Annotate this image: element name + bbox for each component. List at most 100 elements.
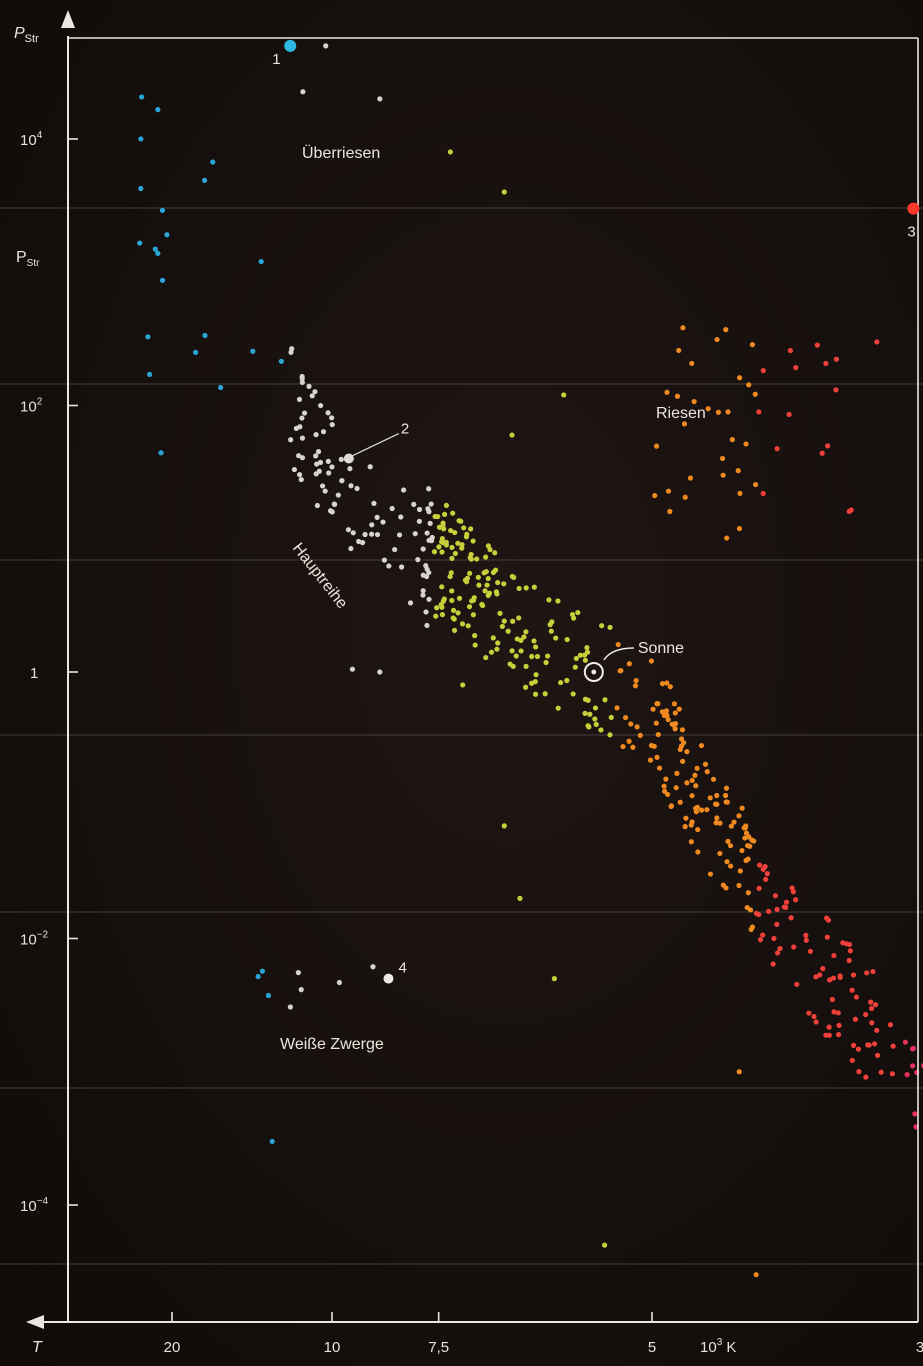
star-point xyxy=(316,468,322,474)
star-point xyxy=(692,772,698,778)
star-point xyxy=(386,563,392,569)
star-point xyxy=(495,579,501,586)
star-point xyxy=(392,546,398,553)
star-point xyxy=(846,957,852,964)
star-point xyxy=(396,532,403,538)
star-point xyxy=(531,638,537,644)
star-point xyxy=(521,634,527,640)
star-point xyxy=(299,415,305,421)
star-point xyxy=(677,746,683,753)
star-point xyxy=(720,472,726,478)
star-point xyxy=(558,679,564,686)
star-point xyxy=(698,742,705,749)
star-point xyxy=(850,972,857,978)
y-tick-label: 104 xyxy=(20,130,43,149)
star-point xyxy=(299,435,306,441)
star-point xyxy=(306,383,312,389)
star-point xyxy=(840,940,846,946)
star-point xyxy=(719,455,726,462)
star-point xyxy=(398,564,405,570)
star-point xyxy=(622,714,629,721)
star-point xyxy=(852,1016,859,1022)
star-point xyxy=(450,615,456,621)
star-point xyxy=(469,598,475,604)
star-point xyxy=(772,893,779,899)
x-tick-label: 20 xyxy=(164,1339,181,1356)
star-point xyxy=(329,415,335,421)
star-point xyxy=(533,672,539,678)
star-point xyxy=(570,691,576,697)
star-point xyxy=(831,952,837,959)
star-point xyxy=(314,461,320,467)
star-point xyxy=(728,863,734,869)
sun-ring xyxy=(583,662,604,682)
x-axis-unit: 103 K xyxy=(700,1337,736,1356)
star-point xyxy=(593,721,599,727)
star-point xyxy=(811,1013,817,1020)
star-point xyxy=(868,999,874,1005)
star-point xyxy=(517,895,523,901)
star-point xyxy=(833,356,840,362)
star-point xyxy=(820,966,826,972)
star-point xyxy=(546,597,552,603)
star-point xyxy=(492,567,499,573)
star-point xyxy=(793,897,799,903)
star-point xyxy=(449,544,455,551)
star-point xyxy=(714,815,720,821)
star-point xyxy=(505,628,511,634)
star-point xyxy=(760,932,766,938)
star-point xyxy=(555,705,561,711)
star-point xyxy=(760,368,766,374)
star-point xyxy=(309,393,315,399)
star-point xyxy=(585,697,591,703)
star-point xyxy=(872,1002,879,1008)
star-point xyxy=(523,585,529,591)
star-point xyxy=(155,107,161,113)
star-point xyxy=(573,655,579,662)
star-point xyxy=(864,970,870,976)
star-point xyxy=(490,635,496,641)
star-point xyxy=(433,613,439,619)
star-point xyxy=(427,520,433,526)
star-point xyxy=(440,540,447,546)
star-point xyxy=(747,843,753,849)
star-point xyxy=(704,807,710,813)
star-point xyxy=(691,398,697,405)
star-point xyxy=(449,597,455,604)
star-point xyxy=(856,1069,862,1075)
star-point xyxy=(381,557,388,563)
star-point xyxy=(255,973,261,980)
star-point xyxy=(468,556,474,562)
x-axis-title: T xyxy=(32,1339,43,1356)
star-point xyxy=(464,531,470,537)
star-point xyxy=(582,710,588,716)
star-point xyxy=(910,1063,916,1069)
star-point xyxy=(436,544,442,550)
star-point xyxy=(771,935,777,942)
star-point xyxy=(889,1071,895,1077)
star-point xyxy=(853,994,860,1000)
star-point xyxy=(791,944,797,950)
star-point xyxy=(746,834,752,840)
star-point xyxy=(488,649,495,655)
star-point xyxy=(287,1004,293,1010)
star-point xyxy=(420,588,426,594)
star-point xyxy=(288,437,294,443)
star-point xyxy=(448,570,454,576)
star-point xyxy=(159,277,166,283)
star-point xyxy=(668,803,675,809)
star-point xyxy=(301,410,308,416)
star-point xyxy=(587,711,593,717)
star-point xyxy=(704,769,710,775)
star-point xyxy=(736,882,742,889)
star-point xyxy=(420,546,426,552)
y-axis-arrow xyxy=(61,10,75,28)
star-point xyxy=(825,917,832,923)
star-point xyxy=(325,410,331,416)
star-point xyxy=(695,826,701,833)
star-point xyxy=(449,588,455,594)
star-point xyxy=(870,968,876,975)
star-point xyxy=(869,1020,875,1026)
star-point xyxy=(296,453,302,459)
star-point xyxy=(783,899,790,905)
